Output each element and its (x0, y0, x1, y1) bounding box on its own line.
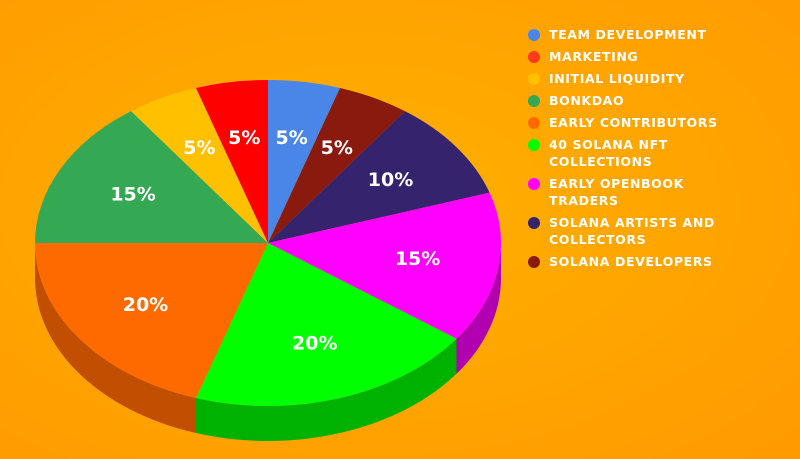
legend-item-early-contributors: EARLY CONTRIBUTORS (528, 114, 796, 131)
pie-slices (35, 80, 501, 406)
slice-value-label-solana-developers: 5% (321, 137, 353, 159)
legend-label: BONKDAO (549, 93, 625, 108)
legend-swatch (528, 51, 540, 63)
pie-slice-solana-developers (268, 87, 405, 244)
legend-label: 40 SOLANA NFT COLLECTIONS (549, 137, 668, 169)
slice-value-label-bonkdao: 15% (110, 183, 155, 205)
legend-item-40-solana-nft-collections: 40 SOLANA NFT COLLECTIONS (528, 136, 796, 170)
slice-value-label-40-solana-nft-collections: 20% (292, 332, 337, 354)
pie-slice-marketing (195, 80, 268, 243)
legend-item-marketing: MARKETING (528, 48, 796, 65)
legend-item-solana-developers: SOLANA DEVELOPERS (528, 253, 796, 270)
legend-swatch (528, 29, 540, 41)
pie-slice-early-openbook-traders (268, 192, 501, 339)
pie-slice-initial-liquidity (131, 87, 268, 244)
slice-value-label-solana-artists-and-collectors: 10% (368, 169, 413, 191)
pie-chart: 5% 5% 10% 15% 20% 20% 15% 5% 5% (35, 80, 501, 441)
slice-value-label-team-development: 5% (276, 127, 308, 149)
slice-value-label-initial-liquidity: 5% (183, 137, 215, 159)
pie-slice-40-solana-nft-collections (195, 243, 457, 406)
pie-slice-early-contributors (35, 243, 268, 399)
slice-value-label-early-contributors: 20% (123, 294, 168, 316)
legend-item-initial-liquidity: INITIAL LIQUIDITY (528, 70, 796, 87)
pie-slice-team-development (268, 80, 341, 243)
pie-side-40-solana-nft-collections (195, 338, 457, 441)
legend-swatch (528, 256, 540, 268)
legend-swatch (528, 95, 540, 107)
legend-label: MARKETING (549, 49, 639, 64)
legend-swatch (528, 217, 540, 229)
legend-label: TEAM DEVELOPMENT (549, 27, 707, 42)
pie-labels: 5% 5% 10% 15% 20% 20% 15% 5% 5% (110, 127, 440, 354)
legend-item-early-openbook-traders: EARLY OPENBOOK TRADERS (528, 175, 796, 209)
legend-swatch (528, 117, 540, 129)
legend-label: SOLANA ARTISTS AND COLLECTORS (549, 215, 715, 247)
legend-label: INITIAL LIQUIDITY (549, 71, 685, 86)
legend-label: EARLY CONTRIBUTORS (549, 115, 718, 130)
legend-item-solana-artists-and-collectors: SOLANA ARTISTS AND COLLECTORS (528, 214, 796, 248)
legend-item-team-development: TEAM DEVELOPMENT (528, 26, 796, 43)
legend: TEAM DEVELOPMENT MARKETING INITIAL LIQUI… (528, 26, 796, 275)
legend-swatch (528, 178, 540, 190)
slice-value-label-early-openbook-traders: 15% (395, 248, 440, 270)
legend-label: EARLY OPENBOOK TRADERS (549, 176, 684, 208)
legend-label: SOLANA DEVELOPERS (549, 254, 713, 269)
pie-side-early-contributors (35, 243, 196, 434)
legend-item-bonkdao: BONKDAO (528, 92, 796, 109)
pie-slice-bonkdao (35, 111, 268, 244)
pie-slice-solana-artists-and-collectors (268, 111, 490, 244)
legend-swatch (528, 73, 540, 85)
legend-swatch (528, 139, 540, 151)
pie-sides (35, 243, 501, 441)
pie-side-early-openbook-traders (456, 243, 501, 374)
slice-value-label-marketing: 5% (228, 127, 260, 149)
